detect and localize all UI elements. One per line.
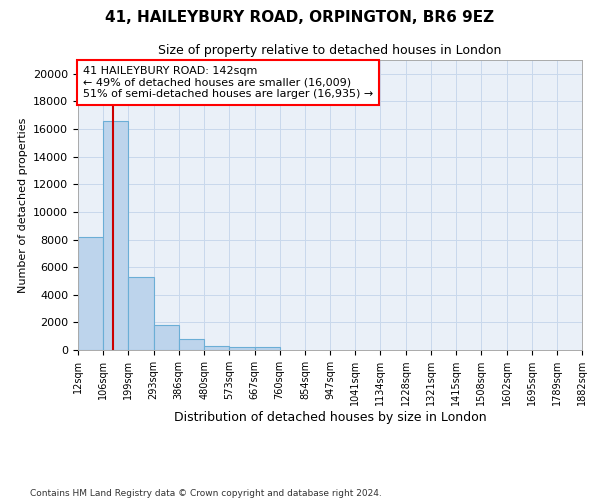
Bar <box>179 339 204 350</box>
Bar <box>229 346 254 350</box>
Text: 41, HAILEYBURY ROAD, ORPINGTON, BR6 9EZ: 41, HAILEYBURY ROAD, ORPINGTON, BR6 9EZ <box>106 10 494 25</box>
Bar <box>254 347 280 350</box>
Bar <box>204 346 229 350</box>
Bar <box>103 121 128 350</box>
Text: 41 HAILEYBURY ROAD: 142sqm
← 49% of detached houses are smaller (16,009)
51% of : 41 HAILEYBURY ROAD: 142sqm ← 49% of deta… <box>83 66 373 99</box>
Y-axis label: Number of detached properties: Number of detached properties <box>17 118 28 292</box>
Title: Size of property relative to detached houses in London: Size of property relative to detached ho… <box>158 44 502 58</box>
Text: Contains HM Land Registry data © Crown copyright and database right 2024.: Contains HM Land Registry data © Crown c… <box>30 488 382 498</box>
Bar <box>154 325 179 350</box>
Bar <box>128 277 154 350</box>
Bar <box>78 237 103 350</box>
X-axis label: Distribution of detached houses by size in London: Distribution of detached houses by size … <box>173 411 487 424</box>
